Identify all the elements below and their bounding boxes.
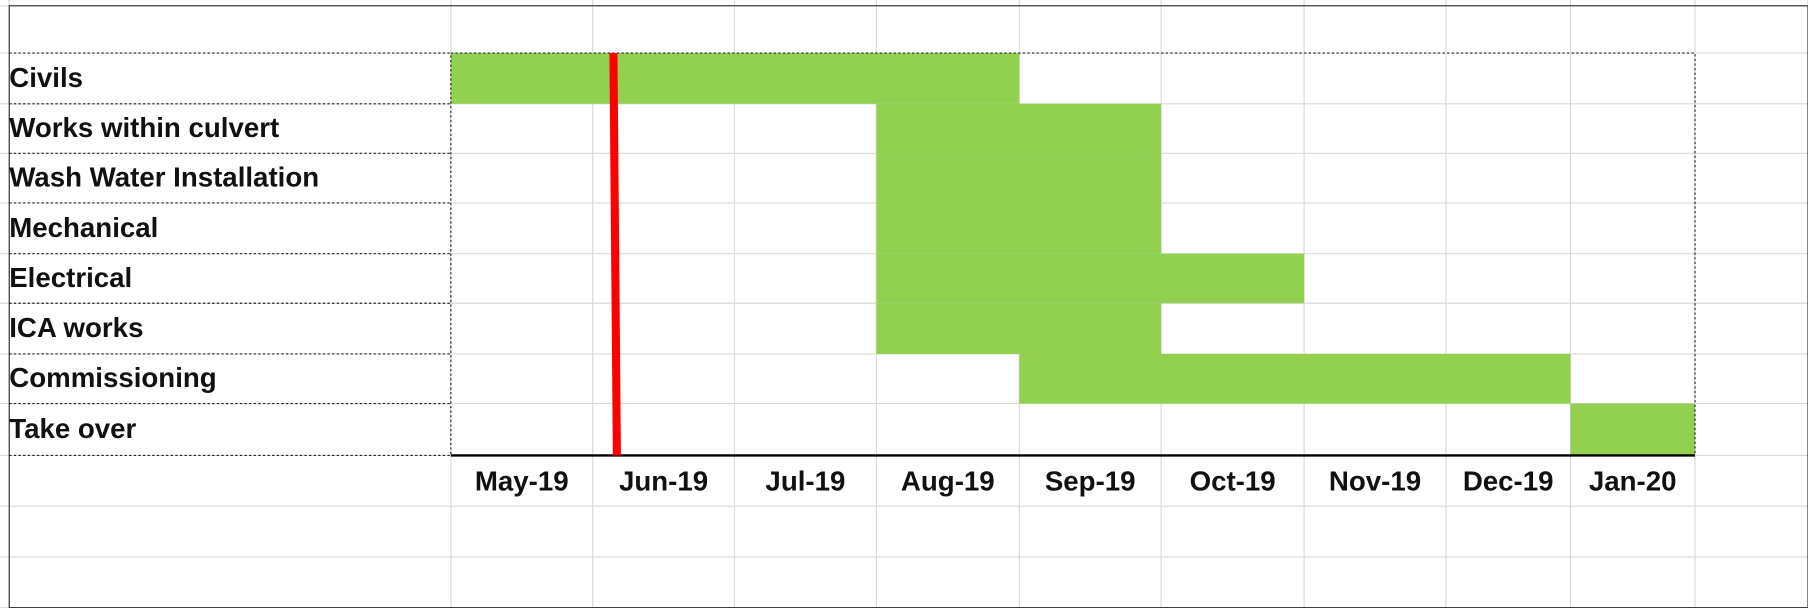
task-bar bbox=[876, 202, 1162, 254]
today-line bbox=[609, 53, 621, 456]
task-bar bbox=[1019, 353, 1571, 404]
task-bar bbox=[876, 103, 1162, 154]
bars bbox=[450, 53, 1695, 456]
task-label: Take over bbox=[9, 413, 136, 444]
task-bar bbox=[1570, 403, 1695, 456]
month-label: Nov-19 bbox=[1329, 465, 1421, 496]
task-label: Civils bbox=[9, 62, 83, 93]
task-label: Wash Water Installation bbox=[9, 162, 319, 193]
task-bar bbox=[876, 303, 1162, 354]
month-label: Jul-19 bbox=[765, 465, 845, 496]
task-label: Mechanical bbox=[9, 212, 158, 243]
month-label: May-19 bbox=[475, 465, 569, 496]
month-label: Aug-19 bbox=[901, 465, 995, 496]
month-label: Oct-19 bbox=[1190, 465, 1276, 496]
task-label: Electrical bbox=[9, 262, 132, 293]
month-label: Jan-20 bbox=[1589, 465, 1677, 496]
chart-border bbox=[450, 52, 1696, 457]
month-label: Sep-19 bbox=[1045, 465, 1136, 496]
task-label: Commissioning bbox=[9, 362, 216, 393]
overlay: Civils Works within culvert Wash Water Ins… bbox=[9, 52, 1696, 496]
task-label: Works within culvert bbox=[9, 112, 279, 143]
task-label: ICA works bbox=[9, 312, 143, 343]
month-label: Jun-19 bbox=[619, 465, 708, 496]
task-bar bbox=[876, 153, 1162, 203]
task-bar bbox=[876, 253, 1305, 304]
month-label: Dec-19 bbox=[1463, 465, 1554, 496]
task-bar bbox=[450, 53, 1020, 104]
